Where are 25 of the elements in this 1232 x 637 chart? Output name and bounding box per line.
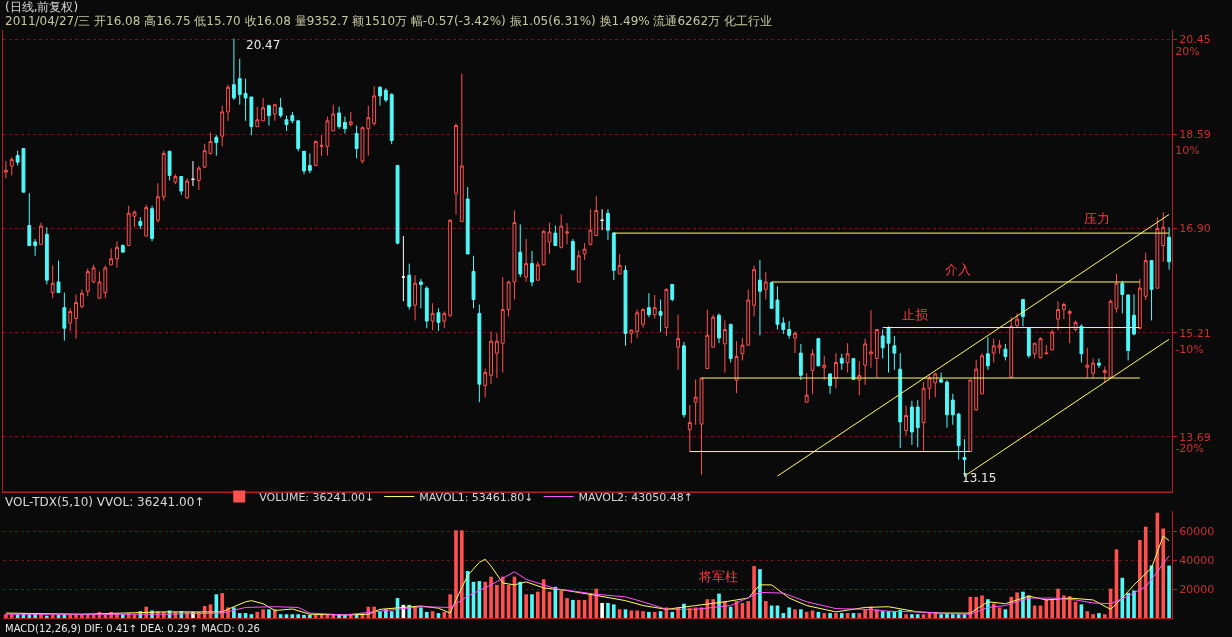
y-tick-label: 60000: [1179, 525, 1215, 539]
y-tick-label: 20.45: [1179, 33, 1211, 47]
annotation: 13.15: [962, 471, 997, 485]
y-tick-label: 18.59: [1179, 127, 1211, 141]
y2-tick-label: -10%: [1175, 342, 1204, 356]
chart-title: VOL-TDX(5,10) VVOL: 36241.00↑: [5, 495, 205, 509]
legend-label: VOLUME: 36241.00↓: [259, 490, 375, 504]
chart-title: (日线,前复权): [5, 0, 79, 14]
y2-tick-label: 20%: [1175, 44, 1200, 58]
annotation: 压力: [1084, 211, 1110, 226]
y-tick-label: 40000: [1179, 554, 1215, 568]
y-tick-label: 13.69: [1179, 430, 1211, 444]
y2-tick-label: 10%: [1175, 144, 1200, 158]
annotation: 将军柱: [698, 569, 738, 584]
annotation: 止损: [902, 307, 928, 322]
annotation: 20.47: [246, 38, 281, 52]
annotation: 介入: [945, 262, 971, 277]
text: MACD(12,26,9) DIF: 0.41↑ DEA: 0.29↑ MACD: 0.26: [5, 623, 260, 634]
y-tick-label: 20000: [1179, 582, 1215, 596]
chart-subtitle: 2011/04/27/三 开16.08 高16.75 低15.70 收16.08 量9352.7 额1510万 幅-0.57(-3.42%) 振1.05(6.31%) 换1.49% 流通6262万 化工行业: [5, 14, 772, 28]
legend-label: MAVOL1: 53461.80↓: [419, 490, 534, 504]
y-tick-label: 16.90: [1179, 222, 1211, 236]
legend-label: MAVOL2: 43050.48↑: [578, 490, 693, 504]
y2-tick-label: -20%: [1175, 441, 1204, 455]
y-tick-label: 15.21: [1179, 326, 1211, 340]
